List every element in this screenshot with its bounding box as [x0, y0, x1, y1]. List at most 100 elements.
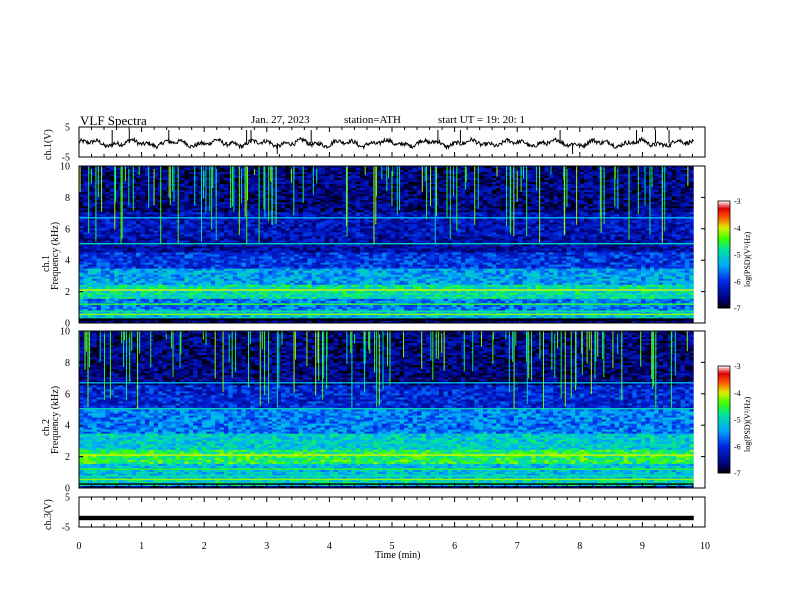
- ch1-spectrogram-cell: [162, 180, 168, 183]
- ch1-spectrogram-cell: [566, 176, 572, 179]
- ch1-spectrogram-cell: [408, 170, 414, 173]
- ch1-spectrogram-cell: [364, 176, 370, 179]
- ch1-spectrogram-cell: [500, 184, 506, 187]
- ch1-spectrogram-cell: [544, 166, 550, 169]
- ch1-spectrogram-cell: [259, 178, 264, 181]
- ch1-spectrogram-cell: [272, 170, 277, 173]
- ch1-spectrogram-cell: [408, 174, 414, 177]
- ch1-spectrogram-cell: [461, 172, 466, 175]
- ch1-spectrogram-cell: [114, 186, 119, 189]
- ch1-spectrogram-cell: [496, 172, 501, 175]
- ch1-spectrogram-cell: [645, 166, 651, 169]
- ch1-spectrogram-cell: [215, 172, 220, 175]
- ch1-spectrogram-cell: [184, 188, 190, 191]
- ch1-spectrogram-cell: [557, 170, 563, 173]
- ch1-spectrogram-cell: [544, 180, 550, 183]
- ch1-spectrogram-cell: [302, 172, 308, 175]
- ch1-spectrogram-cell: [623, 176, 629, 179]
- ch1-spectrogram-cell: [654, 176, 659, 179]
- ch1-spectrogram-cell: [663, 170, 668, 173]
- ch1-spectrogram-cell: [179, 188, 185, 191]
- ch1-spectrogram-cell: [605, 176, 611, 179]
- ch1-spectrogram-cell: [272, 168, 277, 171]
- ch1-spectrogram-cell: [280, 172, 286, 175]
- ch1-spectrogram-cell: [377, 178, 383, 181]
- ch1-spectrogram-cell: [127, 170, 133, 173]
- ch1-spectrogram-cell: [289, 188, 295, 191]
- ch1-waveform-ytick-1: -5: [62, 153, 70, 164]
- ch1-spectrogram-cell: [557, 176, 563, 179]
- ch1-spectrogram-cell: [386, 178, 392, 181]
- ch1-spectrogram-cell: [535, 186, 541, 189]
- ch1-spectrogram-cell: [294, 172, 299, 175]
- ch1-spectrogram-cell: [197, 178, 203, 181]
- ch1-spectrogram-cell: [509, 186, 515, 189]
- ch1-spectrogram-cell: [206, 182, 212, 185]
- ch1-spectrogram-cell: [632, 174, 638, 177]
- ch1-spectrogram-cell: [684, 180, 690, 183]
- ch1-spectrogram-cell: [254, 180, 260, 183]
- ch1-spectrogram-cell: [381, 174, 387, 177]
- ch1-spectrogram-cell: [294, 180, 299, 183]
- ch1-spectrogram-cell: [641, 182, 646, 185]
- ch1-spectrogram-cell: [526, 186, 532, 189]
- ch1-spectrogram-cell: [443, 186, 449, 189]
- ch1-spectrogram-cell: [267, 172, 273, 175]
- ch1-spectrogram-cell: [663, 186, 668, 189]
- ch1-spectrogram-cell: [509, 188, 515, 191]
- ch1-spectrogram-cell: [254, 184, 260, 187]
- ch1-spectrogram-cell: [390, 174, 396, 177]
- ch1-spectrogram-cell: [430, 174, 436, 177]
- ch1-spectrogram-cell: [425, 166, 431, 169]
- ch1-spectrogram-cell: [509, 176, 515, 179]
- ch1-spectrogram-cell: [149, 168, 155, 171]
- ch1-spectrogram-cell: [351, 178, 357, 181]
- ch1-spectrogram-cell: [153, 182, 159, 185]
- ch1-spectrogram-cell: [417, 184, 422, 187]
- ch1-spectrogram-cell: [575, 178, 580, 181]
- ch1-spectrogram-cell: [267, 182, 273, 185]
- ch1-spectrogram-cell: [491, 180, 497, 183]
- ch1-spectrogram-cell: [474, 174, 479, 177]
- ch1-spectrogram-cell: [144, 176, 150, 179]
- ch1-spectrogram-cell: [513, 166, 519, 169]
- ch1-spectrogram-cell: [597, 174, 602, 177]
- ch1-spectrogram-cell: [324, 188, 330, 191]
- ch1-spectrogram-cell: [526, 168, 532, 171]
- ch1-spectrogram-cell: [346, 166, 352, 169]
- ch1-spectrogram-cell: [627, 168, 633, 171]
- ch1-spectrogram-cell: [526, 182, 532, 185]
- ch1-spectrogram-cell: [579, 178, 585, 181]
- ch1-spectrogram-cell: [219, 170, 225, 173]
- ch1-spectrogram-cell: [522, 170, 528, 173]
- ch1-spectrogram-cell: [658, 174, 664, 177]
- ch1-spectrogram-cell: [408, 172, 414, 175]
- ch1-spectrogram-cell: [360, 172, 365, 175]
- ch1-spectrogram-cell: [232, 170, 238, 173]
- ch1-spectrogram-cell: [452, 178, 458, 181]
- ch1-spectrogram-cell: [575, 180, 580, 183]
- ch1-spectrogram-cell: [298, 178, 304, 181]
- ch1-spectrogram-cell: [509, 180, 515, 183]
- ch1-spectrogram-cell: [676, 172, 681, 175]
- ch1-spectrogram-cell: [206, 172, 212, 175]
- ch1-spectrogram-cell: [680, 182, 686, 185]
- ch1-spectrogram-cell: [333, 168, 339, 171]
- ch1-spectrogram-cell: [579, 186, 585, 189]
- ch1-spectrogram-cell: [276, 170, 282, 173]
- ch1-spectrogram-cell: [518, 186, 523, 189]
- ch1-spectrogram-cell: [144, 188, 150, 191]
- ch1-spectrogram-cell: [294, 184, 299, 187]
- ch1-spectrogram-cell: [162, 186, 168, 189]
- ch1-spectrogram-cell: [663, 174, 668, 177]
- ch1-spectrogram-cell: [513, 168, 519, 171]
- ch1-spectrogram-cell: [294, 178, 299, 181]
- ch1-spectrogram-cell: [461, 182, 466, 185]
- ch1-spectrogram-cell: [548, 186, 554, 189]
- ch1-spectrogram-cell: [676, 184, 681, 187]
- ch1-spectrogram-cell: [469, 180, 475, 183]
- ch1-spectrogram-cell: [302, 168, 308, 171]
- ch1-spectrogram-cell: [689, 186, 695, 189]
- ch1-spectrogram-cell: [267, 184, 273, 187]
- ch1-spectrogram-cell: [658, 178, 664, 181]
